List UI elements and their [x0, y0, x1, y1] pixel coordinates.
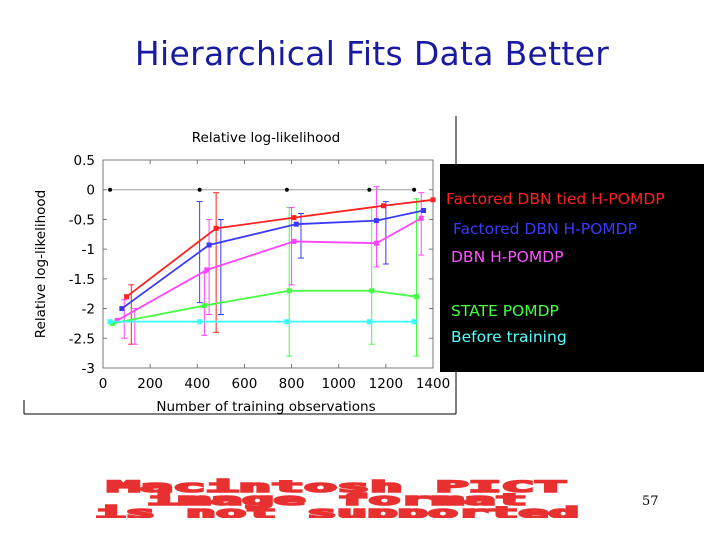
data-point — [418, 215, 424, 221]
legend-box: Factored DBN tied H-POMDP Factored DBN H… — [440, 164, 704, 372]
x-tick-label: 800 — [279, 376, 305, 392]
pict-banner-line: is not supported — [95, 503, 579, 518]
data-point — [286, 288, 292, 294]
data-point — [293, 221, 299, 227]
y-tick-label: 0 — [86, 183, 95, 199]
data-point — [291, 215, 297, 221]
legend-entry: STATE POMDP — [451, 302, 559, 320]
legend-entry: Before training — [451, 328, 567, 346]
data-point — [412, 187, 417, 192]
page-number: 57 — [642, 494, 659, 509]
y-tick-label: -1 — [82, 242, 95, 258]
series-line — [126, 198, 434, 298]
data-point — [414, 294, 419, 300]
data-point — [411, 319, 417, 325]
data-point — [213, 225, 219, 231]
data-point — [107, 319, 113, 325]
x-tick-label: 400 — [184, 376, 210, 392]
data-point — [108, 187, 113, 192]
y-tick-label: -2 — [82, 302, 95, 318]
data-point — [369, 288, 375, 294]
data-point — [204, 267, 210, 273]
legend-entry: Factored DBN H-POMDP — [453, 220, 637, 238]
data-point — [284, 319, 290, 325]
series-line — [112, 289, 417, 325]
x-tick-label: 600 — [232, 376, 258, 392]
pict-unsupported-banner: Macintosh PICT image format is not suppo… — [94, 478, 580, 518]
slide-title: Hierarchical Fits Data Better — [134, 34, 610, 73]
data-point — [124, 294, 130, 300]
data-point — [367, 187, 372, 192]
plot-area — [102, 159, 434, 369]
data-point — [284, 187, 289, 192]
chart-title: Relative log-likelihood — [192, 130, 340, 146]
data-point — [366, 319, 372, 325]
x-tick-label: 1400 — [416, 376, 450, 392]
y-tick-label: -3 — [82, 361, 95, 377]
data-point — [114, 317, 120, 323]
data-point — [381, 203, 386, 209]
y-tick-label: 0.5 — [74, 153, 95, 169]
y-axis-label: Relative log-likelihood — [33, 190, 49, 338]
x-tick-label: 0 — [99, 376, 108, 392]
legend-entry: Factored DBN tied H-POMDP — [446, 190, 665, 208]
x-axis-label: Number of training observations — [156, 399, 375, 415]
x-tick-label: 1200 — [369, 376, 403, 392]
pict-banner-line: image format — [147, 490, 527, 509]
pict-banner-line: Macintosh PICT — [107, 478, 567, 496]
data-point — [197, 187, 202, 192]
legend-entry: DBN H-POMDP — [451, 248, 564, 266]
y-tick-label: -2.5 — [69, 331, 95, 347]
y-tick-label: -0.5 — [69, 212, 95, 228]
data-point — [421, 208, 427, 214]
data-point — [373, 218, 379, 224]
data-point — [373, 240, 379, 246]
data-point — [119, 306, 125, 312]
y-tick-label: -1.5 — [69, 272, 95, 288]
data-point — [197, 319, 203, 325]
x-tick-label: 200 — [137, 376, 163, 392]
data-point — [206, 242, 212, 248]
data-point — [291, 238, 297, 244]
data-point — [201, 303, 207, 309]
data-point — [430, 197, 436, 203]
x-tick-label: 1000 — [322, 376, 356, 392]
